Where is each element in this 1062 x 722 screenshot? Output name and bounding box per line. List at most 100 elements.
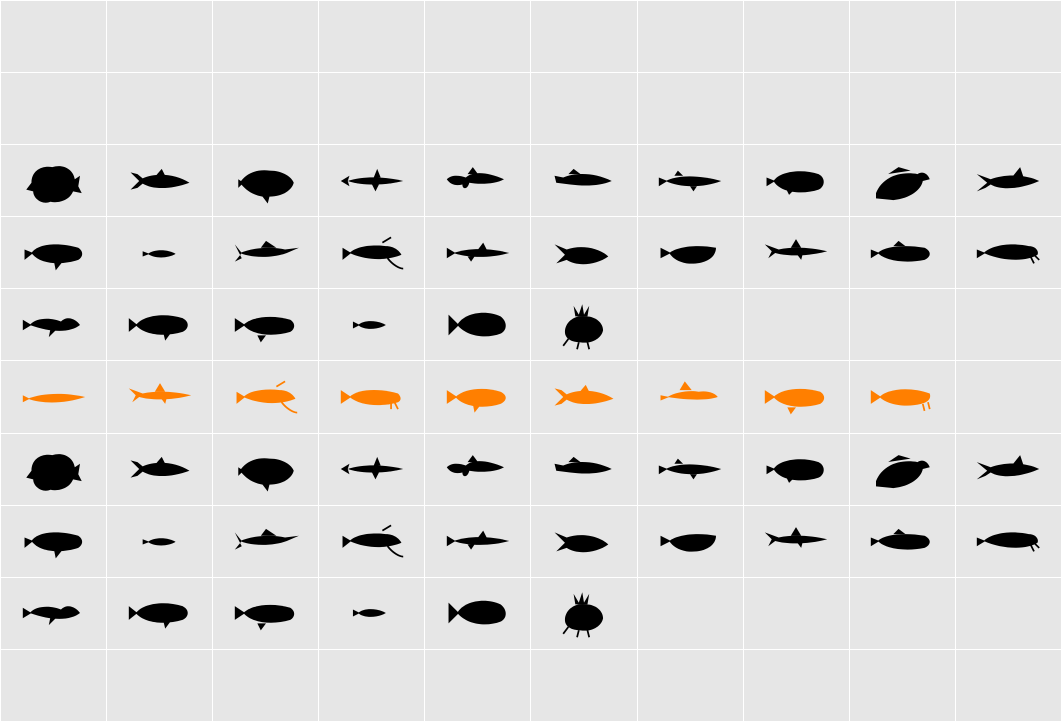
wrasse-icon bbox=[977, 244, 1041, 264]
pufferfish-icon bbox=[766, 170, 824, 195]
glyph-cell bbox=[955, 577, 1061, 649]
glyph-cell bbox=[319, 217, 425, 289]
glyph-cell bbox=[1, 577, 107, 649]
glyph-cell bbox=[637, 649, 743, 721]
glyph-cell bbox=[531, 505, 637, 577]
frogfish-icon bbox=[25, 165, 82, 203]
grouper-icon bbox=[24, 244, 82, 271]
glyph-cell bbox=[743, 577, 849, 649]
glyph-cell bbox=[637, 217, 743, 289]
glyph-cell bbox=[849, 145, 955, 217]
glyph-cell bbox=[107, 649, 213, 721]
lionfish-icon bbox=[562, 592, 604, 638]
glyph-cell bbox=[849, 217, 955, 289]
angelfish-icon bbox=[448, 312, 506, 337]
flathead-icon bbox=[554, 168, 612, 186]
glyph-cell bbox=[1, 361, 107, 433]
glyph-cell bbox=[213, 145, 319, 217]
glyph-cell bbox=[637, 577, 743, 649]
marlin-icon bbox=[234, 240, 299, 262]
needlefish-icon bbox=[340, 457, 404, 480]
dragonet-icon bbox=[660, 381, 718, 401]
glyph-cell bbox=[637, 1, 743, 73]
glyph-cell bbox=[107, 73, 213, 145]
glyph-cell bbox=[849, 505, 955, 577]
glyph-cell bbox=[1, 1, 107, 73]
glyph-cell bbox=[637, 145, 743, 217]
glyph-cell bbox=[213, 73, 319, 145]
glyph-cell bbox=[107, 505, 213, 577]
glyph-cell bbox=[1, 289, 107, 361]
glyph-cell bbox=[743, 217, 849, 289]
glyph-cell bbox=[955, 361, 1061, 433]
glyph-cell bbox=[1, 73, 107, 145]
flounder-icon bbox=[660, 534, 717, 552]
glyph-cell bbox=[531, 289, 637, 361]
glyph-cell bbox=[955, 145, 1061, 217]
glyph-cell bbox=[213, 1, 319, 73]
glyph-cell bbox=[213, 505, 319, 577]
glyph-cell bbox=[637, 433, 743, 505]
glyph-cell bbox=[107, 289, 213, 361]
glyph-cell bbox=[213, 361, 319, 433]
glyph-cell bbox=[319, 73, 425, 145]
glyph-cell bbox=[319, 1, 425, 73]
lumpfish-icon bbox=[22, 318, 80, 338]
glyph-cell bbox=[107, 145, 213, 217]
goby-icon bbox=[871, 240, 931, 262]
pike-icon bbox=[658, 458, 722, 480]
glyph-cell bbox=[425, 217, 531, 289]
glyph-cell bbox=[213, 649, 319, 721]
glyph-cell bbox=[425, 145, 531, 217]
glyph-cell bbox=[743, 361, 849, 433]
blenny-icon bbox=[876, 166, 931, 200]
glyph-cell bbox=[743, 505, 849, 577]
grouper-icon bbox=[24, 532, 82, 559]
catfish-icon bbox=[342, 524, 404, 558]
glyph-cell bbox=[849, 433, 955, 505]
glyph-cell bbox=[637, 505, 743, 577]
glyph-cell bbox=[849, 649, 955, 721]
wrasse-icon bbox=[977, 532, 1041, 553]
glyph-cell bbox=[637, 361, 743, 433]
perch-icon bbox=[234, 316, 294, 343]
glyph-cell bbox=[319, 505, 425, 577]
glyph-cell bbox=[743, 1, 849, 73]
glyph-cell bbox=[955, 1, 1061, 73]
glyph-cell bbox=[107, 577, 213, 649]
dogfish-icon bbox=[446, 530, 510, 550]
sunfish-icon bbox=[554, 244, 609, 265]
dogfish-icon bbox=[446, 242, 510, 262]
shark-icon bbox=[128, 383, 191, 404]
bass-icon bbox=[128, 315, 188, 341]
triggerfish-icon bbox=[238, 458, 294, 492]
glyph-cell bbox=[319, 577, 425, 649]
glyph-cell bbox=[743, 433, 849, 505]
glyph-cell bbox=[955, 289, 1061, 361]
tuna-icon bbox=[554, 384, 614, 406]
flathead-icon bbox=[554, 457, 612, 474]
glyph-cell bbox=[1, 145, 107, 217]
glyph-cell bbox=[425, 649, 531, 721]
mackerel-icon bbox=[977, 166, 1040, 192]
glyph-cell bbox=[1, 433, 107, 505]
glyph-cell bbox=[743, 73, 849, 145]
glyph-cell bbox=[531, 145, 637, 217]
glyph-cell bbox=[955, 649, 1061, 721]
glyph-cell bbox=[107, 217, 213, 289]
piranha-icon bbox=[446, 388, 506, 413]
glyph-cell bbox=[319, 649, 425, 721]
glyph-cell bbox=[319, 433, 425, 505]
glyph-cell bbox=[107, 433, 213, 505]
glyph-cell bbox=[849, 1, 955, 73]
glyph-cell bbox=[425, 289, 531, 361]
lumpfish-icon bbox=[22, 606, 80, 626]
glyph-cell bbox=[955, 217, 1061, 289]
catfish-icon bbox=[236, 380, 298, 414]
glyph-cell bbox=[213, 289, 319, 361]
glyph-cell bbox=[531, 73, 637, 145]
glyph-cell bbox=[531, 577, 637, 649]
glyph-cell bbox=[213, 217, 319, 289]
needlefish-icon bbox=[340, 168, 404, 192]
glyph-cell bbox=[955, 505, 1061, 577]
